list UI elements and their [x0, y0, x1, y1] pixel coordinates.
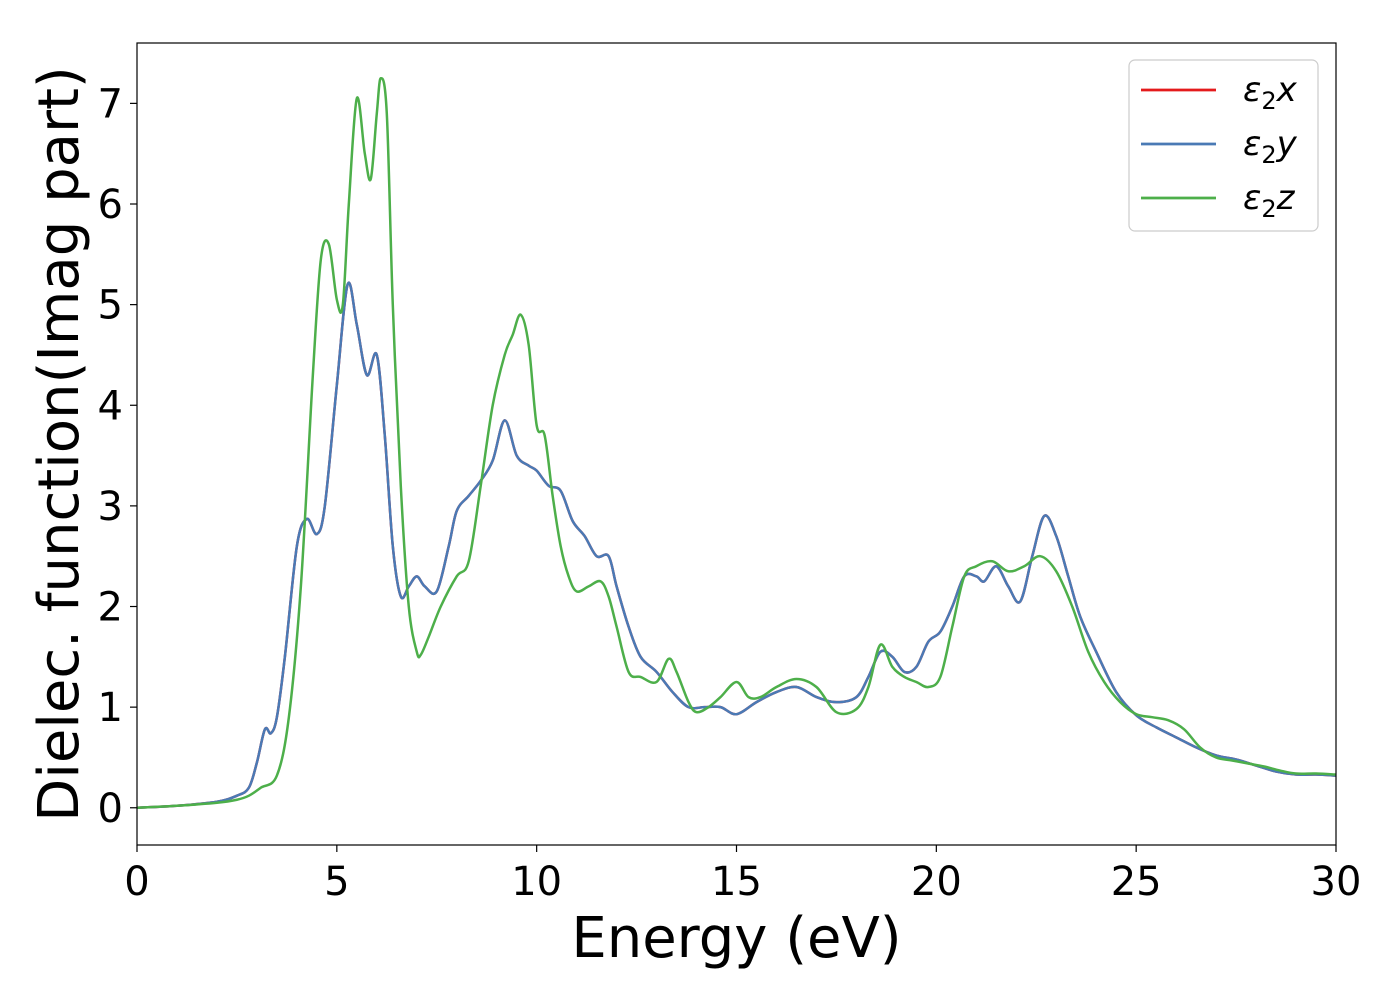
x-tick-label: 5	[324, 859, 349, 905]
y-tick-label: 0	[98, 786, 123, 832]
x-tick-label: 10	[511, 859, 562, 905]
legend-item-x: ε2x	[1141, 70, 1298, 115]
series-line-z	[136, 76, 1337, 810]
axes-frame	[136, 42, 1337, 846]
x-tick-label: 25	[1111, 859, 1162, 905]
x-tick-label: 0	[124, 859, 149, 905]
series-line-x	[136, 281, 1337, 810]
legend-item-z: ε2z	[1141, 178, 1296, 223]
legend-box	[1128, 59, 1319, 232]
x-tick-label: 30	[1311, 859, 1362, 905]
legend-label: ε2z	[1243, 178, 1296, 223]
y-axis-title: Dielec. function(Imag part)	[27, 66, 92, 822]
y-tick-label: 5	[98, 283, 123, 329]
ticks-layer: 0 5 10 15 20 25 30 0 1 2 3 4 5 6 7	[98, 81, 1362, 905]
y-tick-label: 3	[98, 484, 123, 530]
y-tick-label: 2	[98, 585, 123, 631]
y-tick-label: 7	[98, 81, 123, 127]
x-tick-label: 15	[711, 859, 762, 905]
legend: ε2x ε2y ε2z	[1128, 59, 1319, 232]
legend-label: ε2x	[1243, 70, 1298, 115]
x-axis-title: Energy (eV)	[571, 906, 901, 971]
legend-label: ε2y	[1243, 124, 1298, 169]
series-line-y	[136, 281, 1337, 810]
y-tick-label: 1	[98, 685, 123, 731]
legend-item-y: ε2y	[1141, 124, 1298, 169]
series-layer	[136, 76, 1337, 810]
y-tick-label: 4	[98, 383, 123, 429]
x-tick-label: 20	[911, 859, 962, 905]
y-tick-label: 6	[98, 182, 123, 228]
legend-items: ε2x ε2y ε2z	[1141, 70, 1298, 223]
